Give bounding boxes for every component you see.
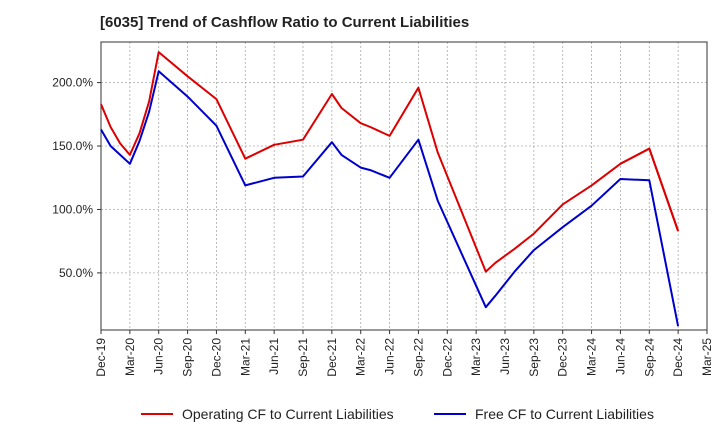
legend-free-cf-label: Free CF to Current Liabilities bbox=[475, 406, 654, 422]
x-tick-label: Mar-23 bbox=[469, 338, 483, 376]
x-tick-label: Dec-22 bbox=[440, 338, 454, 377]
series-line-free-cf bbox=[619, 147, 680, 232]
x-tick-label: Mar-25 bbox=[700, 338, 714, 376]
y-tick-label: 50.0% bbox=[59, 266, 93, 280]
y-tick-label: 150.0% bbox=[52, 139, 93, 153]
chart-title: [6035] Trend of Cashflow Ratio to Curren… bbox=[100, 14, 470, 31]
x-tick-label: Sep-20 bbox=[181, 338, 195, 377]
x-tick-label: Sep-24 bbox=[642, 338, 656, 377]
series-line-operating-cf bbox=[100, 51, 680, 273]
x-tick-label: Mar-22 bbox=[354, 338, 368, 376]
x-tick-label: Sep-22 bbox=[411, 338, 425, 377]
x-tick-label: Jun-24 bbox=[613, 338, 627, 375]
series-line-free-cf bbox=[100, 70, 680, 327]
x-tick-label: Dec-21 bbox=[325, 338, 339, 377]
x-tick-label: Jun-21 bbox=[267, 338, 281, 375]
plot-frame bbox=[100, 41, 708, 331]
x-tick-label: Sep-23 bbox=[527, 338, 541, 377]
x-tick-label: Sep-21 bbox=[296, 338, 310, 377]
y-tick-label: 100.0% bbox=[52, 202, 93, 216]
x-tick-label: Jun-23 bbox=[498, 338, 512, 375]
x-tick-label: Dec-19 bbox=[94, 338, 108, 377]
x-tick-label: Jun-20 bbox=[152, 338, 166, 375]
legend-operating-cf-label: Operating CF to Current Liabilities bbox=[182, 406, 394, 422]
y-tick-label: 200.0% bbox=[52, 76, 93, 90]
x-tick-label: Dec-20 bbox=[209, 338, 223, 377]
x-tick-label: Dec-23 bbox=[556, 338, 570, 377]
x-tick-label: Mar-24 bbox=[585, 338, 599, 376]
x-tick-label: Jun-22 bbox=[383, 338, 397, 375]
x-tick-label: Dec-24 bbox=[671, 338, 685, 377]
x-tick-label: Mar-21 bbox=[238, 338, 252, 376]
x-tick-label: Mar-20 bbox=[123, 338, 137, 376]
